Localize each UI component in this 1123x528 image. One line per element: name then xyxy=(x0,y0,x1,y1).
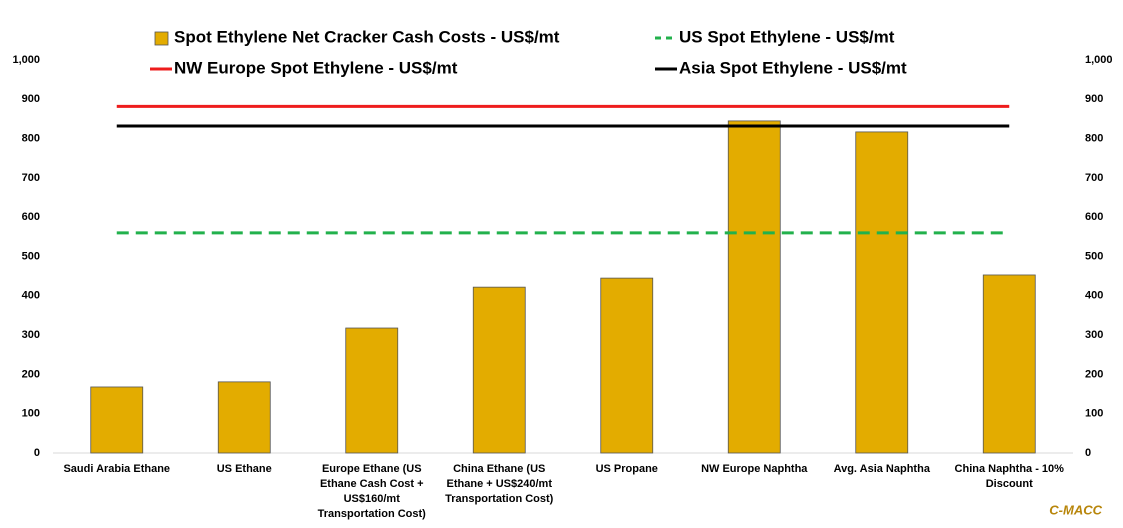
x-tick-label: China Ethane (US Ethane + US$240/mt Tran… xyxy=(445,463,554,505)
y2-tick-label: 300 xyxy=(1085,329,1103,341)
y2-tick-label: 1,000 xyxy=(1085,54,1113,66)
legend-swatch xyxy=(154,31,169,46)
x-tick-label: NW Europe Naphtha xyxy=(701,463,808,475)
y2-tick-label: 400 xyxy=(1085,290,1103,302)
bar xyxy=(217,381,271,454)
bar xyxy=(90,386,144,454)
y-tick-label: 800 xyxy=(22,133,40,145)
y2-tick-label: 800 xyxy=(1085,133,1103,145)
y2-tick-label: 200 xyxy=(1085,368,1103,380)
x-tick-label: Europe Ethane (US Ethane Cash Cost + US$… xyxy=(317,463,426,520)
bar xyxy=(855,131,909,454)
y2-tick-label: 0 xyxy=(1085,447,1091,459)
y-tick-label: 600 xyxy=(22,211,40,223)
legend-label: NW Europe Spot Ethylene - US$/mt xyxy=(174,58,458,77)
y-tick-label: 700 xyxy=(22,172,40,184)
x-tick-label: Avg. Asia Naphtha xyxy=(833,463,930,475)
bar xyxy=(727,120,781,454)
y-tick-label: 400 xyxy=(22,290,40,302)
x-tick-label: US Ethane xyxy=(216,463,272,475)
x-tick-label: China Naphtha - 10% Discount xyxy=(954,463,1064,490)
y-tick-label: 1,000 xyxy=(12,54,40,66)
y-tick-label: 100 xyxy=(22,408,40,420)
legend-label: US Spot Ethylene - US$/mt xyxy=(679,27,895,46)
y-tick-label: 200 xyxy=(22,368,40,380)
bar xyxy=(472,286,526,454)
bar xyxy=(600,277,654,454)
y-tick-label: 300 xyxy=(22,329,40,341)
y2-tick-label: 600 xyxy=(1085,211,1103,223)
y2-tick-label: 900 xyxy=(1085,93,1103,105)
legend-label: Spot Ethylene Net Cracker Cash Costs - U… xyxy=(174,27,560,46)
y2-tick-label: 700 xyxy=(1085,172,1103,184)
y-tick-label: 900 xyxy=(22,93,40,105)
y-tick-label: 500 xyxy=(22,250,40,262)
x-tick-label: US Propane xyxy=(595,463,658,475)
y2-tick-label: 100 xyxy=(1085,408,1103,420)
bar xyxy=(982,274,1036,454)
y-tick-label: 0 xyxy=(34,447,40,459)
legend-label: Asia Spot Ethylene - US$/mt xyxy=(679,58,907,77)
watermark: C-MACC xyxy=(1049,502,1102,517)
y2-tick-label: 500 xyxy=(1085,250,1103,262)
x-tick-label: Saudi Arabia Ethane xyxy=(63,463,171,475)
bar xyxy=(345,327,399,454)
